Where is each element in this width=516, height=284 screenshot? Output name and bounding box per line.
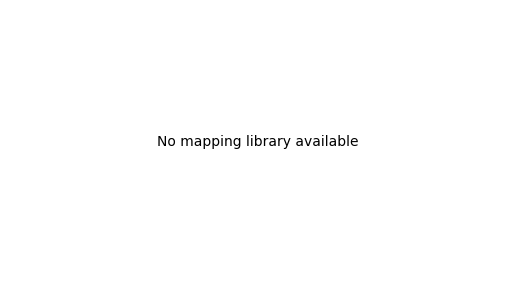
Text: No mapping library available: No mapping library available <box>157 135 359 149</box>
